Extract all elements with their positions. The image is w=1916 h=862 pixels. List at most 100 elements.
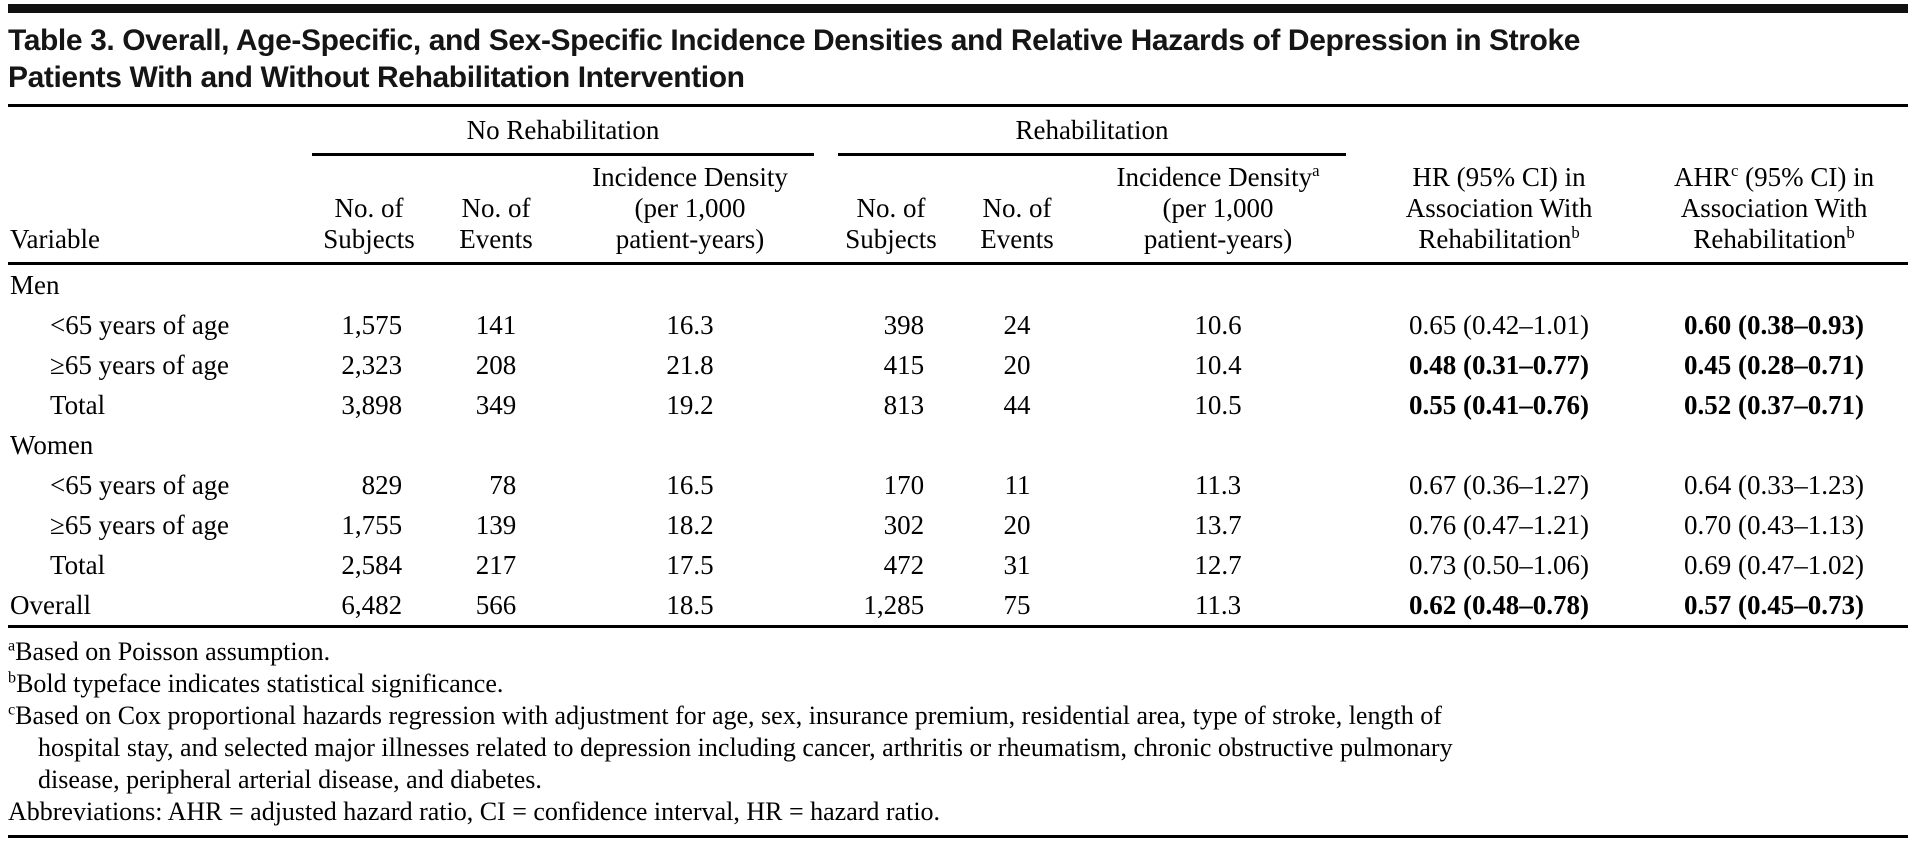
ahr-header-line3: Rehabilitation <box>1693 224 1847 254</box>
hr-header-line1: HR (95% CI) in <box>1412 162 1586 192</box>
value: 1,755 <box>341 510 403 540</box>
value: 813 <box>883 390 925 420</box>
cell-nr-events: 139 <box>438 505 554 545</box>
cell-hr: 0.62 (0.48–0.78) <box>1409 590 1590 620</box>
cell-r-subjects: 302 <box>826 505 956 545</box>
column-group-rehabilitation-label: Rehabilitation <box>838 115 1347 156</box>
footnote-a-text: Based on Poisson assumption. <box>15 637 331 666</box>
cell-nr-incidence: 16.3 <box>666 310 714 340</box>
cell-ahr: 0.60 (0.38–0.93) <box>1684 310 1865 340</box>
bottom-rule <box>8 835 1908 838</box>
footnote-b: bBold typeface indicates statistical sig… <box>8 668 1908 700</box>
footnote-c-line3: disease, peripheral arterial disease, an… <box>38 765 542 794</box>
value: 141 <box>475 310 517 340</box>
cell-r-events: 20 <box>956 345 1078 385</box>
footnote-marker-a: a <box>8 637 16 655</box>
column-header-ahr: AHRc (95% CI) in Association With Rehabi… <box>1640 107 1908 264</box>
column-header-hr: HR (95% CI) in Association With Rehabili… <box>1358 107 1640 264</box>
value: 1,285 <box>863 590 925 620</box>
cell-nr-events: 217 <box>438 545 554 585</box>
data-table: Variable No Rehabilitation Rehabilitatio… <box>8 107 1909 628</box>
cell-ahr: 0.64 (0.33–1.23) <box>1684 470 1865 500</box>
incidence-header-line1: Incidence Density <box>592 162 788 192</box>
value: 2,323 <box>341 350 403 380</box>
value: 3,898 <box>341 390 403 420</box>
column-header-nr-subjects: No. of Subjects <box>323 193 415 254</box>
incidence-header-line1: Incidence Density <box>1116 162 1313 192</box>
section-row-men: Men <box>8 264 1908 306</box>
ahr-header-line1: AHR <box>1673 162 1731 192</box>
row-label: ≥65 years of age <box>50 350 229 380</box>
cell-nr-events: 78 <box>438 465 554 505</box>
cell-ahr: 0.52 (0.37–0.71) <box>1684 390 1865 420</box>
cell-r-subjects: 170 <box>826 465 956 505</box>
row-label: Total <box>50 550 106 580</box>
value: 415 <box>883 350 925 380</box>
cell-hr: 0.65 (0.42–1.01) <box>1409 310 1590 340</box>
cell-r-events: 24 <box>956 305 1078 345</box>
cell-nr-subjects: 1,575 <box>300 305 438 345</box>
cell-nr-incidence: 18.5 <box>666 590 714 620</box>
section-label: Men <box>10 270 60 300</box>
row-label: <65 years of age <box>50 470 230 500</box>
section-row-women: Women <box>8 425 1908 465</box>
cell-ahr: 0.70 (0.43–1.13) <box>1684 510 1865 540</box>
table-row: ≥65 years of age 2,323 208 21.8 415 20 1… <box>8 345 1908 385</box>
cell-r-incidence: 13.7 <box>1194 510 1242 540</box>
cell-hr: 0.67 (0.36–1.27) <box>1409 470 1590 500</box>
ahr-header-line1b: (95% CI) in <box>1738 162 1875 192</box>
section-label: Women <box>10 430 94 460</box>
top-rule <box>8 4 1908 13</box>
value: 829 <box>361 470 403 500</box>
footnote-c-line1: Based on Cox proportional hazards regres… <box>15 701 1442 730</box>
value: 24 <box>1003 310 1031 340</box>
cell-ahr: 0.57 (0.45–0.73) <box>1684 590 1865 620</box>
value: 20 <box>1003 350 1031 380</box>
value: 208 <box>475 350 517 380</box>
table-title-line2: Patients With and Without Rehabilitation… <box>8 61 745 94</box>
table-row: <65 years of age 829 78 16.5 170 11 11.3… <box>8 465 1908 505</box>
cell-r-events: 31 <box>956 545 1078 585</box>
cell-nr-subjects: 6,482 <box>300 585 438 627</box>
value: 349 <box>475 390 517 420</box>
cell-nr-incidence: 18.2 <box>666 510 714 540</box>
cell-r-subjects: 398 <box>826 305 956 345</box>
cell-nr-events: 566 <box>438 585 554 627</box>
cell-nr-subjects: 1,755 <box>300 505 438 545</box>
hr-header-line2: Association With <box>1405 193 1593 223</box>
column-group-no-rehabilitation: No Rehabilitation <box>300 107 826 156</box>
abbreviations-note: Abbreviations: AHR = adjusted hazard rat… <box>8 797 941 826</box>
table-row-overall: Overall 6,482 566 18.5 1,285 75 11.3 0.6… <box>8 585 1908 627</box>
header-column-row: No. of Subjects No. of Events Incidence … <box>8 156 1908 264</box>
table-header: Variable No Rehabilitation Rehabilitatio… <box>8 107 1909 264</box>
cell-r-events: 75 <box>956 585 1078 627</box>
value: 44 <box>1003 390 1031 420</box>
value: 217 <box>475 550 517 580</box>
value: 78 <box>489 470 517 500</box>
footnote-marker-b: b <box>1571 223 1580 242</box>
cell-hr: 0.48 (0.31–0.77) <box>1409 350 1590 380</box>
footnote-c: cBased on Cox proportional hazards regre… <box>8 700 1908 796</box>
table-row: Total 2,584 217 17.5 472 31 12.7 0.73 (0… <box>8 545 1908 585</box>
cell-nr-incidence: 19.2 <box>666 390 714 420</box>
column-header-r-incidence: Incidence Densitya (per 1,000 patient-ye… <box>1078 156 1358 264</box>
value: 398 <box>883 310 925 340</box>
footnote-b-text: Bold typeface indicates statistical sign… <box>16 669 504 698</box>
cell-nr-subjects: 829 <box>300 465 438 505</box>
footnote-marker-c: c <box>8 701 16 719</box>
value: 139 <box>475 510 517 540</box>
footnote-marker-a: a <box>1312 161 1320 180</box>
column-group-no-rehabilitation-label: No Rehabilitation <box>312 115 815 156</box>
paper-table-figure: Table 3. Overall, Age-Specific, and Sex-… <box>0 4 1916 838</box>
value: 11 <box>1004 470 1031 500</box>
footnote-c-line2: hospital stay, and selected major illnes… <box>38 733 1453 762</box>
cell-r-incidence: 10.5 <box>1194 390 1242 420</box>
value: 31 <box>1003 550 1031 580</box>
cell-hr: 0.73 (0.50–1.06) <box>1409 550 1590 580</box>
cell-nr-events: 349 <box>438 385 554 425</box>
value: 566 <box>475 590 517 620</box>
footnote-marker-b: b <box>1846 223 1855 242</box>
cell-nr-incidence: 17.5 <box>666 550 714 580</box>
cell-r-incidence: 12.7 <box>1194 550 1242 580</box>
column-header-variable: Variable <box>10 224 100 254</box>
